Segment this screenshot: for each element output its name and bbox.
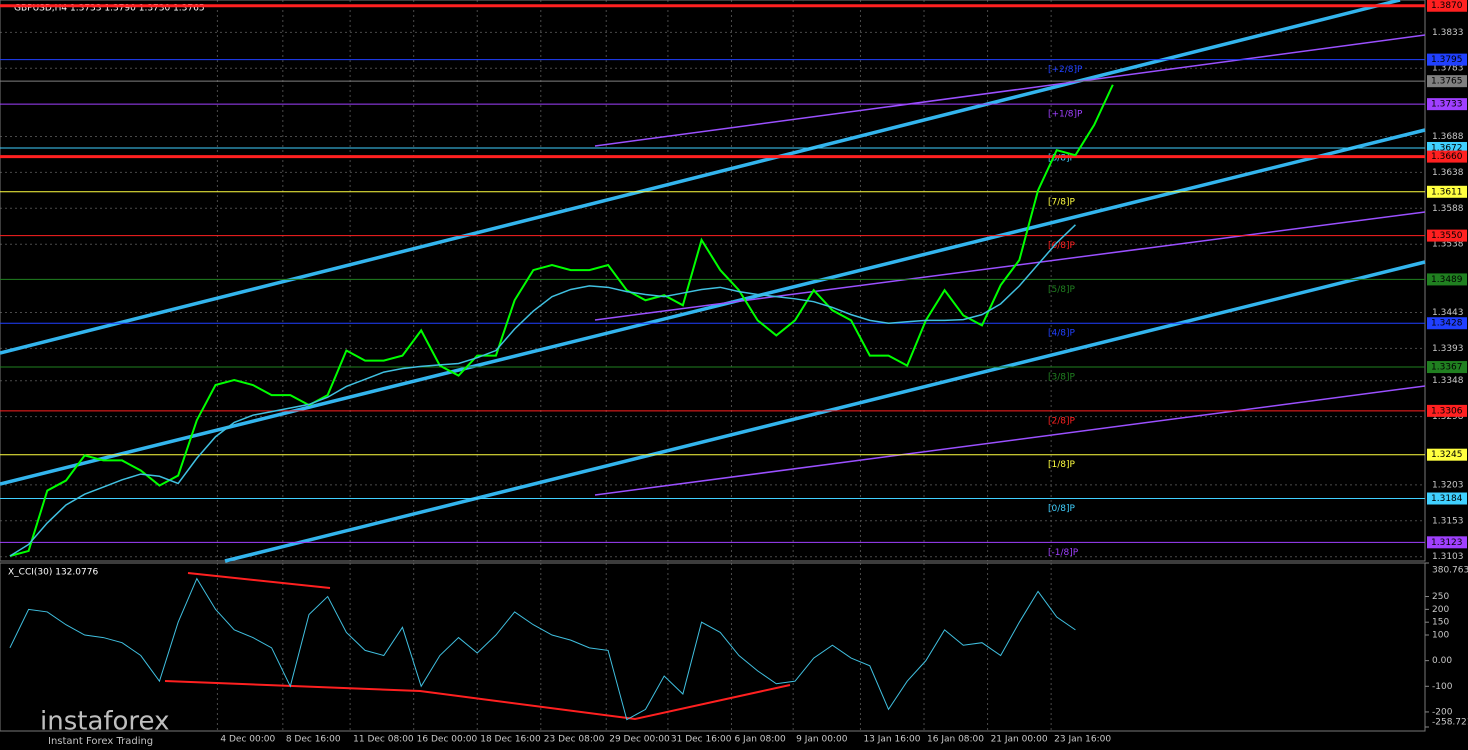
cci-tick-label: 380.7633 (1432, 566, 1468, 576)
y-tick-label: 1.3538 (1432, 240, 1464, 250)
price-tag-label: 1.3245 (1431, 450, 1463, 460)
price-tag (1427, 536, 1467, 549)
price-tag-label: 1.3367 (1431, 363, 1463, 373)
price-tag (1427, 98, 1467, 111)
cci-tick-label: 200 (1432, 605, 1449, 615)
y-tick-label: 1.3348 (1432, 376, 1464, 386)
murrey-label: [3/8]P (1048, 373, 1076, 383)
price-tag-label: 1.3306 (1431, 406, 1463, 416)
x-tick-label: 29 Dec 00:00 (609, 735, 670, 745)
x-tick-label: 11 Dec 08:00 (353, 735, 414, 745)
price-tag (1427, 492, 1467, 505)
x-tick-label: 16 Dec 00:00 (417, 735, 478, 745)
series-line (9, 84, 1114, 557)
price-tag (1427, 317, 1467, 330)
price-tag-label: 1.3870 (1431, 1, 1463, 11)
cci-tick-label: 250 (1432, 592, 1449, 602)
murrey-label: [5/8]P (1048, 285, 1076, 295)
cci-tick-label: 150 (1432, 618, 1449, 628)
price-tag (1427, 53, 1467, 66)
price-tag-label: 1.3611 (1431, 187, 1463, 197)
cci-pane (0, 562, 1426, 732)
murrey-label: [1/8]P (1048, 460, 1076, 470)
x-tick-label: 8 Dec 16:00 (286, 735, 341, 745)
murrey-label: [6/8]P (1048, 241, 1076, 251)
price-tag-label: 1.3184 (1431, 494, 1463, 504)
x-tick-label: 18 Dec 16:00 (480, 735, 541, 745)
price-tag-label: 1.3428 (1431, 319, 1463, 329)
divergence-line (187, 572, 331, 589)
price-tag-label: 1.3672 (1431, 143, 1463, 153)
murrey-label: [7/8]P (1048, 197, 1076, 207)
indicator-title: X_CCI(30) 132.0776 (8, 568, 98, 578)
y-tick-label: 1.3203 (1432, 480, 1464, 490)
cci-tick-label: -100 (1432, 682, 1453, 692)
price-tag (1427, 448, 1467, 461)
regression-line (594, 211, 1426, 321)
price-tag-label: 1.3660 (1431, 152, 1463, 162)
regression-line (594, 385, 1426, 496)
price-tag-label: 1.3765 (1431, 77, 1463, 87)
price-tag-label: 1.3733 (1431, 100, 1463, 110)
y-tick-label: 1.3103 (1432, 552, 1464, 562)
cci-tick-label: -200 (1432, 707, 1453, 717)
watermark: instaforex (40, 707, 169, 737)
grid (0, 0, 1425, 731)
price-tag-label: 1.3550 (1431, 231, 1463, 241)
x-tick-label: 23 Dec 08:00 (544, 735, 605, 745)
lines (0, 0, 1426, 721)
y-tick-label: 1.3783 (1432, 64, 1464, 74)
price-tag (1427, 404, 1467, 417)
price-tag-label: 1.3489 (1431, 275, 1463, 285)
series-line (9, 224, 1076, 557)
y-tick-label: 1.3833 (1432, 28, 1464, 38)
y-tick-label: 1.3588 (1432, 204, 1464, 214)
price-tag (1427, 0, 1467, 12)
murrey-label: [4/8]P (1048, 329, 1076, 339)
regression-line (594, 34, 1426, 147)
price-tag (1427, 185, 1467, 198)
x-tick-label: 4 Dec 00:00 (220, 735, 275, 745)
channel-line (0, 0, 1401, 355)
price-tag-label: 1.3795 (1431, 55, 1463, 65)
x-tick-label: 21 Jan 00:00 (991, 735, 1048, 745)
price-tag (1427, 273, 1467, 286)
x-tick-label: 9 Jan 00:00 (796, 735, 848, 745)
cci-tick-label: -258.7216 (1432, 718, 1468, 728)
price-tag (1427, 75, 1467, 88)
x-tick-label: 6 Jan 08:00 (734, 735, 786, 745)
x-tick-label: 16 Jan 08:00 (927, 735, 984, 745)
divergence-line (164, 680, 791, 721)
murrey-label: [+2/8]P (1048, 65, 1083, 75)
murrey-label: [-1/8]P (1048, 548, 1079, 558)
y-tick-label: 1.3688 (1432, 132, 1464, 142)
x-tick-label: 31 Dec 16:00 (671, 735, 732, 745)
murrey-label: [2/8]P (1048, 416, 1076, 426)
watermark-sub: Instant Forex Trading (48, 736, 153, 747)
murrey-label: [8/8]P (1048, 153, 1076, 163)
y-tick-label: 1.3153 (1432, 516, 1464, 526)
channel-line (224, 260, 1426, 563)
price-tag-label: 1.3123 (1431, 538, 1463, 548)
x-tick-label: 13 Jan 16:00 (863, 735, 920, 745)
series-line (9, 577, 1076, 721)
price-tag (1427, 229, 1467, 242)
y-tick-label: 1.3443 (1432, 308, 1464, 318)
chart-title: GBPUSD,H4 1.3733 1.3790 1.3730 1.3765 (14, 4, 205, 14)
channel-line (0, 128, 1426, 486)
main-pane (0, 0, 1426, 562)
y-tick-label: 1.3393 (1432, 344, 1464, 354)
price-tag (1427, 150, 1467, 163)
murrey-label: [+1/8]P (1048, 110, 1083, 120)
y-tick-label: 1.3638 (1432, 168, 1464, 178)
price-tag (1427, 361, 1467, 374)
cci-tick-label: 100 (1432, 631, 1449, 641)
murrey-label: [0/8]P (1048, 504, 1076, 514)
y-tick-label: 1.3298 (1432, 412, 1464, 422)
x-tick-label: 23 Jan 16:00 (1054, 735, 1111, 745)
cci-tick-label: 0.00 (1432, 656, 1452, 666)
